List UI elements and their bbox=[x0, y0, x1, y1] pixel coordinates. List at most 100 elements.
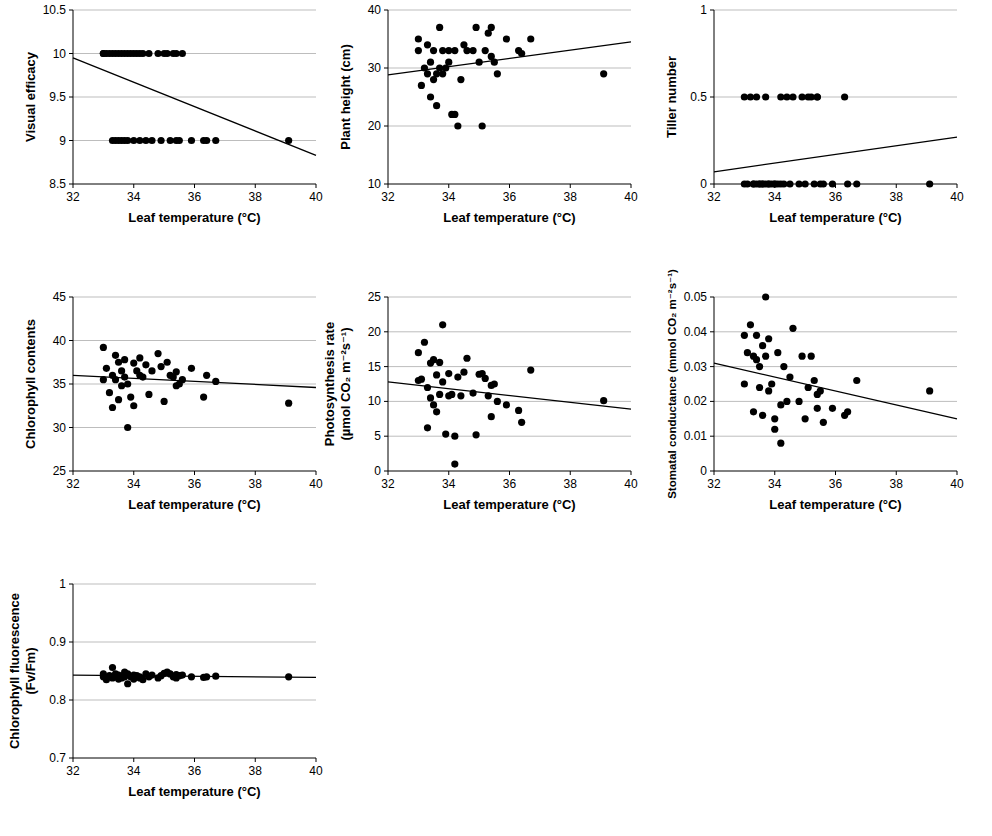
y-tick-label: 9.5 bbox=[49, 90, 66, 104]
point bbox=[841, 93, 848, 100]
point bbox=[814, 93, 821, 100]
point bbox=[494, 398, 501, 405]
x-tick bbox=[896, 471, 897, 475]
trend-line bbox=[714, 137, 957, 172]
point bbox=[436, 391, 443, 398]
point bbox=[771, 426, 778, 433]
y-tick-label: 9 bbox=[59, 134, 66, 148]
point bbox=[433, 408, 440, 415]
point bbox=[433, 102, 440, 109]
point bbox=[427, 59, 434, 66]
panel: 25303540453234363840Leaf temperature (°C… bbox=[23, 290, 323, 512]
y-tick bbox=[69, 584, 73, 585]
y-tick-label: 30 bbox=[53, 421, 67, 435]
y-tick-label: 1 bbox=[59, 577, 66, 591]
point bbox=[285, 400, 292, 407]
y-tick-label: 15 bbox=[368, 360, 382, 374]
x-tick bbox=[570, 471, 571, 475]
point bbox=[124, 680, 131, 687]
point bbox=[472, 24, 479, 31]
grid-line bbox=[388, 126, 631, 127]
point bbox=[829, 180, 836, 187]
point bbox=[750, 408, 757, 415]
x-tick bbox=[73, 758, 74, 762]
point bbox=[164, 359, 171, 366]
y-tick-label: 30 bbox=[368, 61, 382, 75]
x-tick-label: 40 bbox=[624, 477, 638, 491]
grid-line bbox=[388, 366, 631, 367]
point bbox=[427, 394, 434, 401]
y-tick-label: 20 bbox=[368, 119, 382, 133]
point bbox=[777, 401, 784, 408]
x-tick-label: 32 bbox=[707, 477, 721, 491]
point bbox=[853, 377, 860, 384]
point bbox=[786, 180, 793, 187]
point bbox=[780, 363, 787, 370]
point bbox=[491, 380, 498, 387]
point bbox=[753, 332, 760, 339]
x-axis-label: Leaf temperature (°C) bbox=[443, 210, 575, 225]
y-tick-label: 0.05 bbox=[684, 290, 708, 304]
point bbox=[442, 431, 449, 438]
point bbox=[771, 415, 778, 422]
point bbox=[774, 349, 781, 356]
point bbox=[415, 35, 422, 42]
y-axis-label: Stomatal conductance (mmol CO₂ m⁻²s⁻¹) bbox=[666, 269, 678, 499]
y-tick bbox=[69, 53, 73, 54]
point bbox=[802, 180, 809, 187]
point bbox=[518, 419, 525, 426]
y-axis-label: (µmol CO₂ m⁻²s⁻¹) bbox=[338, 328, 353, 441]
point bbox=[176, 137, 183, 144]
point bbox=[457, 76, 464, 83]
y-tick bbox=[384, 297, 388, 298]
x-tick bbox=[714, 471, 715, 475]
y-tick bbox=[710, 297, 714, 298]
y-tick bbox=[69, 700, 73, 701]
point bbox=[853, 180, 860, 187]
point bbox=[759, 342, 766, 349]
point bbox=[427, 93, 434, 100]
point bbox=[744, 349, 751, 356]
point bbox=[759, 412, 766, 419]
x-tick-label: 36 bbox=[503, 190, 517, 204]
point bbox=[747, 321, 754, 328]
x-tick-label: 40 bbox=[624, 190, 638, 204]
point bbox=[118, 382, 125, 389]
point bbox=[445, 370, 452, 377]
x-tick-label: 38 bbox=[564, 477, 578, 491]
x-tick bbox=[133, 184, 134, 188]
point bbox=[756, 363, 763, 370]
trend-line bbox=[714, 363, 957, 419]
x-axis-label: Leaf temperature (°C) bbox=[128, 210, 260, 225]
point bbox=[808, 353, 815, 360]
y-tick-label: 25 bbox=[53, 464, 67, 478]
x-tick bbox=[255, 471, 256, 475]
point bbox=[600, 397, 607, 404]
x-tick bbox=[631, 471, 632, 475]
x-tick-label: 40 bbox=[309, 477, 323, 491]
point bbox=[418, 376, 425, 383]
grid-line bbox=[73, 97, 316, 98]
x-tick bbox=[316, 758, 317, 762]
point bbox=[212, 137, 219, 144]
point bbox=[463, 355, 470, 362]
point bbox=[454, 373, 461, 380]
point bbox=[118, 367, 125, 374]
point bbox=[765, 335, 772, 342]
point bbox=[121, 373, 128, 380]
y-tick-label: 35 bbox=[53, 377, 67, 391]
x-tick bbox=[388, 471, 389, 475]
y-tick-label: 10.5 bbox=[43, 3, 67, 17]
y-tick bbox=[710, 436, 714, 437]
point bbox=[844, 408, 851, 415]
grid-line bbox=[714, 401, 957, 402]
x-tick-label: 40 bbox=[950, 190, 964, 204]
x-tick bbox=[133, 471, 134, 475]
y-tick-label: 10 bbox=[368, 177, 382, 191]
y-axis bbox=[714, 297, 715, 471]
y-tick-label: 10 bbox=[53, 47, 67, 61]
point bbox=[765, 387, 772, 394]
y-tick-label: 0 bbox=[700, 177, 707, 191]
point bbox=[753, 356, 760, 363]
point bbox=[145, 391, 152, 398]
